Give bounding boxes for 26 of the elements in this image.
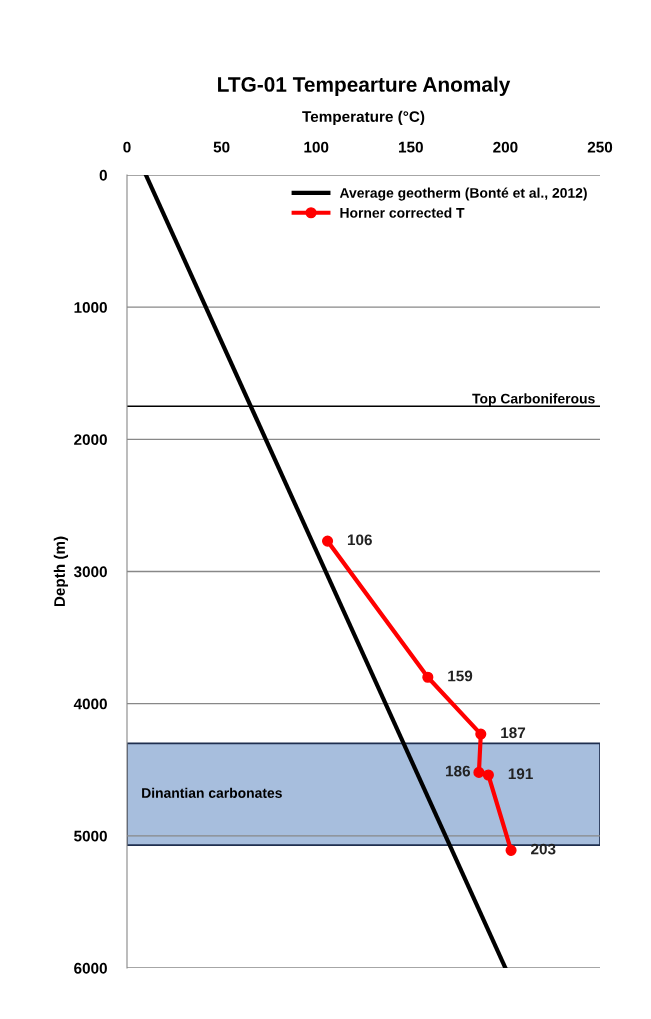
x-tick-label: 100: [304, 141, 329, 153]
x-axis-title: Temperature (°C): [302, 110, 425, 126]
ref-line-label: Top Carboniferous: [472, 393, 595, 407]
data-label: 187: [501, 727, 526, 739]
y-tick-label: 0: [99, 169, 107, 181]
chart-title: LTG-01 Tempearture Anomaly: [218, 76, 511, 96]
data-label: 159: [448, 670, 473, 682]
legend-label: Average geotherm (Bonté et al., 2012): [339, 187, 587, 201]
legend-label: Horner corrected T: [340, 207, 465, 218]
x-tick-label: 50: [213, 141, 230, 153]
y-tick-label: 1000: [74, 302, 107, 313]
data-label: 186: [446, 765, 471, 777]
y-axis-title: Depth (m): [53, 536, 69, 607]
y-tick-label: 3000: [73, 566, 107, 578]
y-tick-label: 5000: [74, 830, 107, 842]
y-tick-label: 4000: [73, 698, 107, 710]
x-tick-label: 0: [123, 141, 131, 153]
data-label: 191: [508, 768, 533, 780]
x-tick-label: 150: [399, 141, 423, 153]
data-label: 203: [531, 843, 556, 855]
band-label: Dinantian carbonates: [142, 787, 282, 798]
y-tick-label: 6000: [74, 962, 107, 974]
y-tick-label: 2000: [74, 434, 107, 446]
x-tick-label: 250: [587, 141, 613, 153]
data-label: 106: [347, 534, 372, 546]
x-tick-label: 200: [493, 141, 518, 153]
